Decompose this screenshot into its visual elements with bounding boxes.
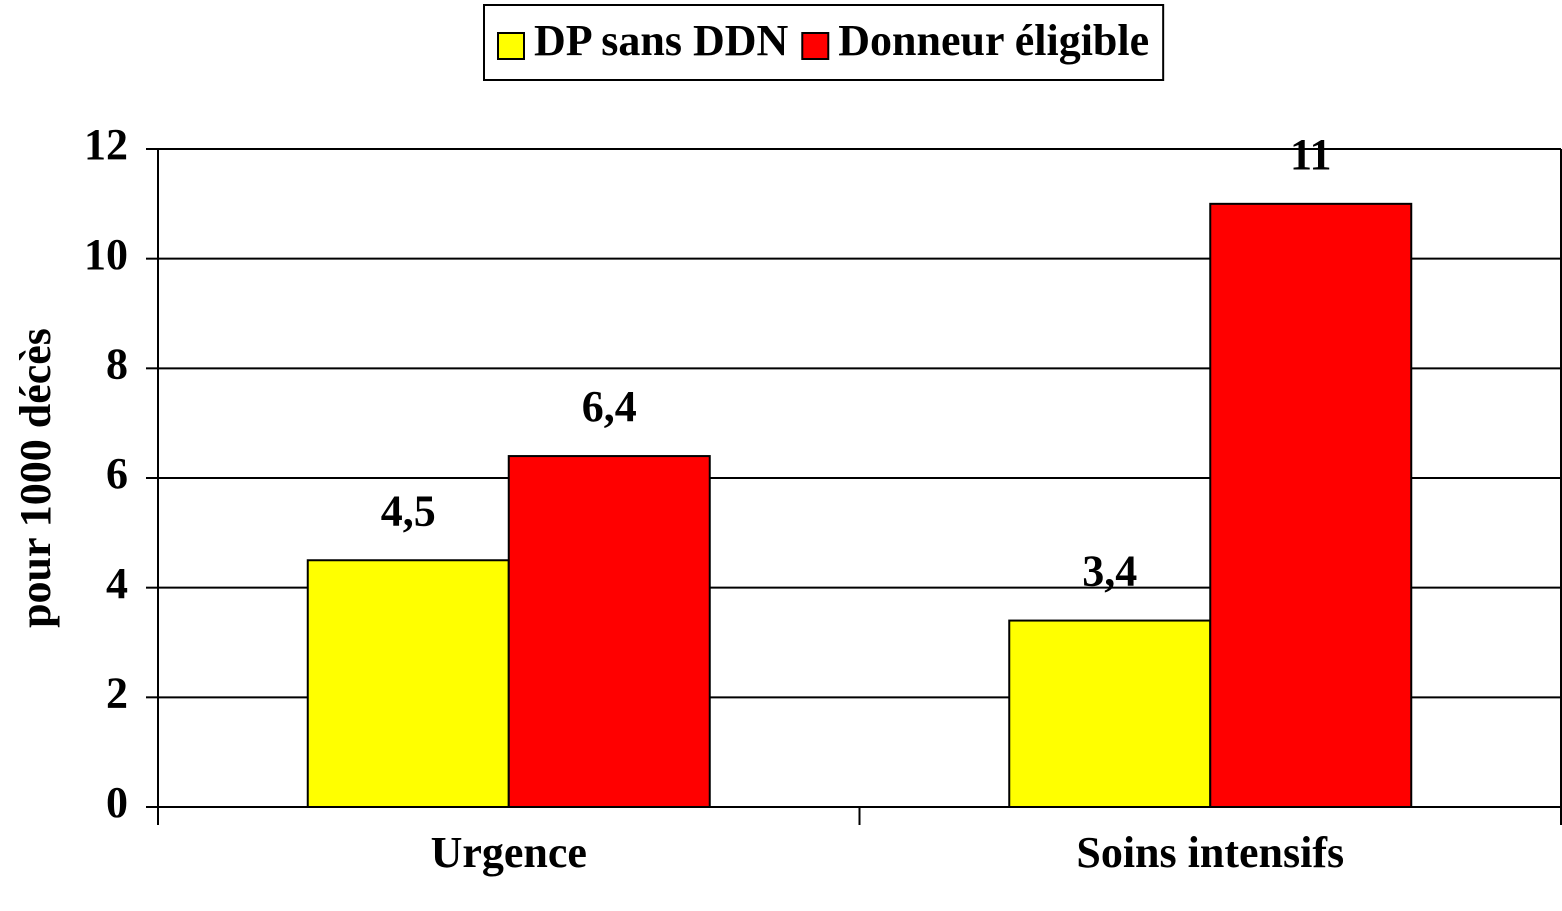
legend-swatch [498,33,524,59]
value-label: 3,4 [1082,547,1137,596]
y-axis-label: pour 1000 décès [11,328,60,628]
value-label: 11 [1290,130,1332,179]
value-label: 6,4 [582,382,637,431]
legend-swatch [802,33,828,59]
bar [308,560,509,807]
y-tick-label: 8 [106,339,128,388]
page: {"chart_data": {"type": "bar", "y_label"… [0,0,1562,911]
x-tick-label: Urgence [431,828,587,877]
y-tick-label: 0 [106,778,128,827]
legend-label: DP sans DDN [534,16,788,65]
bar [509,456,710,807]
value-label: 4,5 [381,486,436,535]
bar [1210,204,1411,807]
y-tick-label: 10 [84,230,128,279]
chart: pour 1000 décès 0 2 4 6 8 10 12 Urgence 4,5 6,4 So… [0,0,1562,911]
bar [1009,621,1210,807]
legend-label: Donneur éligible [838,16,1149,65]
y-tick-label: 2 [106,668,128,717]
y-tick-label: 12 [84,120,128,169]
y-tick-label: 4 [106,559,128,608]
y-tick-label: 6 [106,449,128,498]
x-tick-label: Soins intensifs [1076,828,1344,877]
